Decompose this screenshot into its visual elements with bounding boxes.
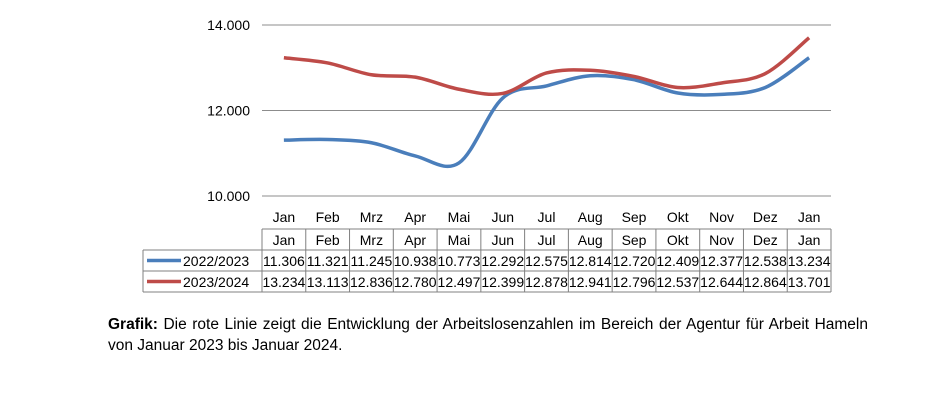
x-tick-label: Okt — [667, 209, 689, 225]
series-line-2023/2024 — [283, 36, 811, 97]
data-label: 11.245 — [351, 253, 393, 269]
data-label: 12.409 — [656, 253, 699, 269]
table-header-cell: Apr — [404, 232, 426, 248]
table-header-cell: Dez — [753, 232, 778, 248]
data-label: 12.864 — [744, 274, 787, 290]
table-header-cell: Okt — [667, 232, 689, 248]
table-header-cell: Jun — [491, 232, 514, 248]
data-label: 12.814 — [569, 253, 612, 269]
data-label: 12.780 — [394, 274, 437, 290]
x-tick-label: Jun — [491, 209, 514, 225]
data-label: 12.720 — [613, 253, 656, 269]
caption-label: Grafik: — [108, 316, 158, 333]
table-header-cell: Sep — [622, 232, 647, 248]
x-tick-label: Mai — [448, 209, 471, 225]
data-label: 12.377 — [700, 253, 743, 269]
x-tick-label: Nov — [709, 209, 734, 225]
y-tick-label: 12.000 — [207, 103, 250, 119]
table-header-cell: Nov — [709, 232, 734, 248]
x-tick-label: Feb — [316, 209, 340, 225]
table-header-cell: Aug — [578, 232, 603, 248]
x-tick-label: Dez — [753, 209, 778, 225]
data-label: 12.941 — [569, 274, 612, 290]
table-header-cell: Jan — [798, 232, 821, 248]
data-label: 13.701 — [788, 274, 831, 290]
data-label: 13.234 — [262, 274, 305, 290]
x-tick-label: Apr — [404, 209, 426, 225]
series-line-2022/2023 — [283, 56, 811, 169]
data-label: 12.537 — [656, 274, 699, 290]
data-label: 12.497 — [438, 274, 481, 290]
caption-text: Die rote Linie zeigt die Entwicklung der… — [108, 316, 868, 354]
data-label: 13.234 — [788, 253, 831, 269]
data-label: 12.538 — [744, 253, 787, 269]
table-header-cell: Jul — [538, 232, 556, 248]
data-label: 12.575 — [525, 253, 568, 269]
y-tick-label: 14.000 — [207, 17, 250, 33]
x-tick-label: Jan — [273, 209, 296, 225]
x-tick-label: Mrz — [360, 209, 383, 225]
x-tick-label: Jul — [538, 209, 556, 225]
legend-label: 2022/2023 — [183, 253, 249, 269]
data-label: 12.796 — [613, 274, 656, 290]
data-label: 10.773 — [438, 253, 481, 269]
chart-caption: Grafik: Die rote Linie zeigt die Entwick… — [108, 314, 868, 356]
data-label: 13.113 — [307, 274, 349, 290]
data-label: 11.321 — [307, 253, 349, 269]
data-label: 12.644 — [700, 274, 743, 290]
data-label: 10.938 — [394, 253, 437, 269]
table-header-cell: Mrz — [360, 232, 383, 248]
x-tick-label: Sep — [622, 209, 647, 225]
legend-label: 2023/2024 — [183, 274, 249, 290]
line-chart: 10.000 12.000 14.000 Jan Feb Mrz Apr Mai Jun Jul A… — [142, 17, 832, 293]
data-label: 11.306 — [263, 253, 305, 269]
data-label: 12.292 — [481, 253, 524, 269]
y-tick-label: 10.000 — [207, 188, 250, 204]
table-header-cell: Jan — [273, 232, 296, 248]
x-tick-label: Jan — [798, 209, 821, 225]
data-label: 12.878 — [525, 274, 568, 290]
table-header-cell: Mai — [448, 232, 471, 248]
data-label: 12.399 — [481, 274, 524, 290]
x-tick-label: Aug — [578, 209, 603, 225]
data-label: 12.836 — [350, 274, 393, 290]
table-header-cell: Feb — [316, 232, 340, 248]
